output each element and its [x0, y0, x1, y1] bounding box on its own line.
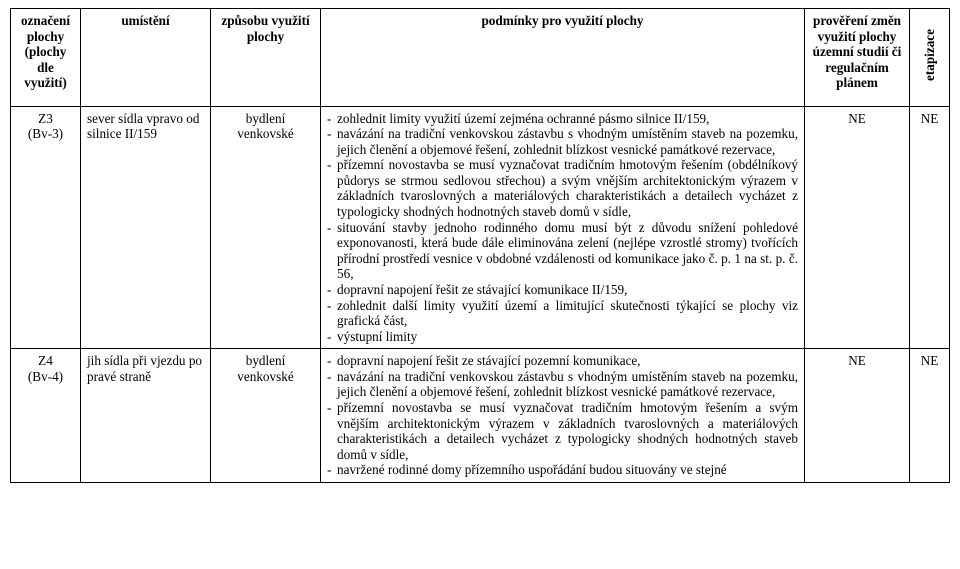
cell-provereni: NE — [805, 106, 910, 349]
table-row: Z4 (Bv-4) jih sídla při vjezdu po pravé … — [11, 349, 950, 483]
condition-item: přízemní novostavba se musí vyznačovat t… — [327, 400, 798, 462]
condition-item: zohlednit limity využití území zejména o… — [327, 111, 798, 127]
condition-item: výstupní limity — [327, 329, 798, 345]
etapizace-vertical-label: etapizace — [922, 13, 938, 98]
table-row: Z3 (Bv-3) sever sídla vpravo od silnice … — [11, 106, 950, 349]
condition-item: navázání na tradiční venkovskou zástavbu… — [327, 369, 798, 400]
conditions-list: zohlednit limity využití území zejména o… — [327, 111, 798, 345]
condition-item: navržené rodinné domy přízemního uspořád… — [327, 462, 798, 478]
condition-item: zohlednit další limity využití území a l… — [327, 298, 798, 329]
table-header-row: označení plochy (plochy dle využití) umí… — [11, 9, 950, 107]
conditions-table: označení plochy (plochy dle využití) umí… — [10, 8, 950, 483]
cell-umisteni: sever sídla vpravo od silnice II/159 — [81, 106, 211, 349]
col-header-vyuziti: způsobu využití plochy — [211, 9, 321, 107]
cell-podminky: dopravní napojení řešit ze stávající poz… — [321, 349, 805, 483]
col-header-oznaceni: označení plochy (plochy dle využití) — [11, 9, 81, 107]
condition-item: dopravní napojení řešit ze stávající kom… — [327, 282, 798, 298]
cell-vyuziti: bydlení venkovské — [211, 106, 321, 349]
condition-item: situování stavby jednoho rodinného domu … — [327, 220, 798, 282]
cell-oznaceni: Z3 (Bv-3) — [11, 106, 81, 349]
col-header-podminky: podmínky pro využití plochy — [321, 9, 805, 107]
condition-item: navázání na tradiční venkovskou zástavbu… — [327, 126, 798, 157]
cell-umisteni: jih sídla při vjezdu po pravé straně — [81, 349, 211, 483]
conditions-list: dopravní napojení řešit ze stávající poz… — [327, 353, 798, 478]
col-header-etapizace: etapizace — [910, 9, 950, 107]
condition-item: dopravní napojení řešit ze stávající poz… — [327, 353, 798, 369]
col-header-provereni: prověření změn využití plochy územní stu… — [805, 9, 910, 107]
cell-provereni: NE — [805, 349, 910, 483]
cell-podminky: zohlednit limity využití území zejména o… — [321, 106, 805, 349]
condition-item: přízemní novostavba se musí vyznačovat t… — [327, 157, 798, 219]
cell-etapizace: NE — [910, 106, 950, 349]
cell-oznaceni: Z4 (Bv-4) — [11, 349, 81, 483]
col-header-umisteni: umístění — [81, 9, 211, 107]
cell-etapizace: NE — [910, 349, 950, 483]
cell-vyuziti: bydlení venkovské — [211, 349, 321, 483]
